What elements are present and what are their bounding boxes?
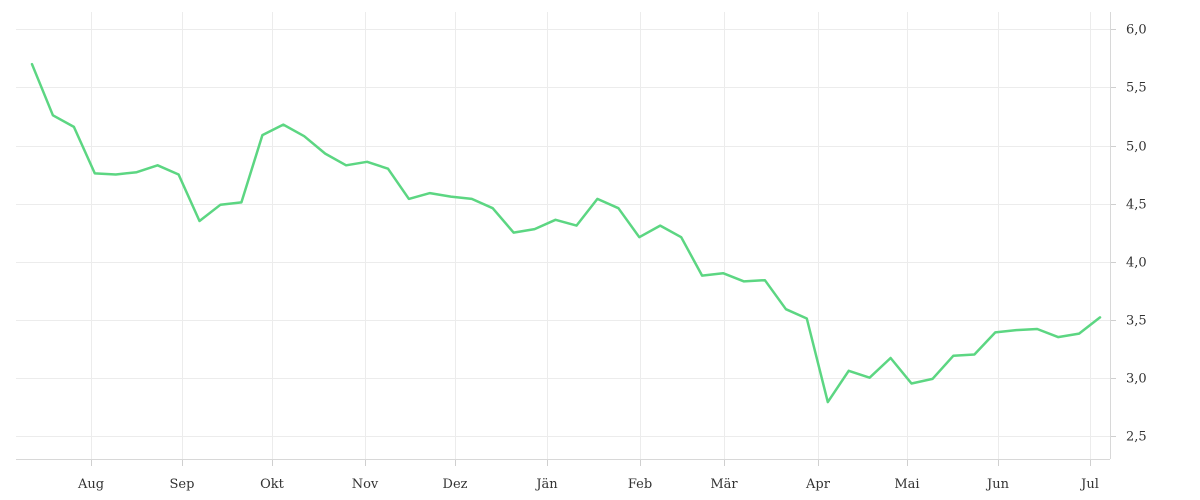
y-tick-label: 2,5 [1126, 430, 1147, 445]
x-tick-label: Okt [260, 477, 285, 492]
y-tick-label: 3,5 [1126, 314, 1147, 329]
gridlines [16, 12, 1110, 459]
axes [16, 12, 1116, 466]
series-line-0 [30, 62, 1102, 404]
y-tick-label: 5,5 [1126, 81, 1147, 96]
x-tick-label: Aug [77, 477, 104, 492]
x-tick-label: Mär [710, 477, 738, 492]
x-tick-label: Sep [170, 477, 195, 492]
y-tick-label: 4,0 [1126, 256, 1147, 271]
x-tick-label: Jul [1079, 477, 1099, 492]
x-tick-label: Apr [805, 477, 831, 492]
x-tick-label: Jun [985, 477, 1010, 492]
x-tick-label: Jän [534, 477, 558, 492]
x-tick-label: Nov [352, 477, 379, 492]
x-tick-label: Feb [628, 477, 652, 492]
y-tick-label: 5,0 [1126, 140, 1147, 155]
y-tick-label: 4,5 [1126, 198, 1147, 213]
y-tick-label: 3,0 [1126, 372, 1147, 387]
tick-labels: 2,5 3,0 3,5 4,0 4,5 5,0 5,5 6,0 Aug Sep Okt Nov Dez J… [77, 23, 1147, 493]
y-tick-label: 6,0 [1126, 23, 1147, 38]
series-layer [30, 62, 1102, 404]
x-tick-label: Mai [894, 477, 919, 492]
x-tick-label: Dez [443, 477, 468, 492]
